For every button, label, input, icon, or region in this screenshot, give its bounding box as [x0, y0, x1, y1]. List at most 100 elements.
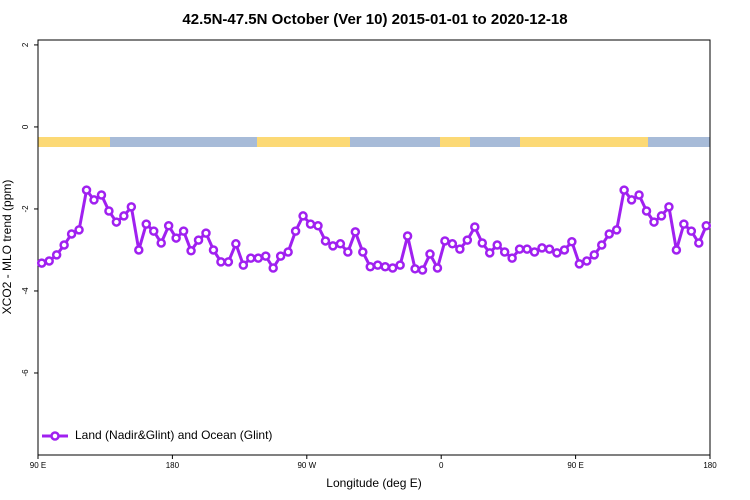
- data-point: [231, 239, 241, 249]
- data-point: [582, 256, 592, 266]
- data-point: [201, 228, 211, 238]
- data-point: [335, 239, 346, 249]
- data-point: [134, 245, 144, 255]
- data-point: [626, 195, 637, 205]
- y-tick-label: -6: [21, 369, 30, 377]
- data-point: [462, 235, 473, 245]
- x-tick-label: 90 E: [567, 461, 583, 470]
- legend-marker: [50, 431, 60, 441]
- data-point: [328, 241, 338, 251]
- data-point: [313, 221, 323, 231]
- data-point: [671, 245, 682, 255]
- data-point: [51, 250, 62, 260]
- plot-frame: [37, 39, 711, 456]
- data-point: [641, 206, 652, 216]
- data-point: [544, 244, 555, 254]
- y-tick-label: -4: [21, 287, 30, 295]
- data-point: [96, 190, 107, 200]
- data-point: [611, 225, 622, 235]
- data-point: [649, 217, 659, 227]
- x-tick-label: 90 E: [30, 461, 46, 470]
- data-point: [559, 245, 570, 255]
- data-point: [507, 253, 517, 263]
- data-point: [679, 219, 689, 229]
- data-point: [455, 244, 465, 254]
- data-point: [126, 202, 137, 212]
- data-point: [253, 253, 264, 263]
- data-point: [499, 247, 510, 257]
- data-point: [514, 244, 525, 254]
- data-point: [74, 225, 84, 235]
- data-point: [178, 226, 189, 236]
- data-point: [290, 226, 301, 236]
- data-point: [567, 237, 577, 247]
- data-point: [216, 257, 226, 267]
- data-point: [410, 264, 420, 274]
- data-point: [358, 247, 368, 257]
- data-point: [320, 236, 331, 246]
- data-point: [156, 238, 166, 248]
- data-point: [492, 240, 502, 250]
- data-point: [350, 227, 361, 237]
- data-point: [402, 231, 413, 241]
- y-axis-label: XCO2 - MLO trend (ppm): [0, 180, 14, 315]
- data-point: [365, 262, 376, 272]
- data-point: [104, 206, 114, 216]
- data-point: [589, 250, 600, 260]
- data-point: [305, 219, 316, 229]
- data-point: [343, 247, 353, 257]
- data-point: [238, 260, 249, 270]
- data-point: [380, 262, 390, 272]
- data-point: [440, 236, 450, 246]
- data-point: [193, 235, 204, 245]
- data-point: [432, 263, 443, 273]
- data-point: [425, 249, 435, 259]
- data-point: [477, 238, 488, 248]
- data-point: [66, 229, 77, 239]
- data-point: [223, 257, 234, 267]
- y-tick-label: 2: [21, 42, 30, 47]
- data-point: [59, 240, 69, 250]
- x-axis-label: Longitude (deg E): [326, 476, 421, 490]
- land-ocean-band: [38, 137, 710, 147]
- data-point: [686, 226, 697, 236]
- data-point: [141, 219, 152, 229]
- data-point: [208, 245, 219, 255]
- data-point: [552, 248, 562, 258]
- data-point: [275, 251, 286, 261]
- data-point: [701, 221, 712, 231]
- legend-label: Land (Nadir&Glint) and Ocean (Glint): [75, 428, 272, 442]
- x-tick-label: 0: [439, 461, 444, 470]
- chart-title: 42.5N-47.5N October (Ver 10) 2015-01-01 …: [182, 11, 567, 28]
- data-point: [283, 247, 293, 257]
- data-point: [619, 185, 629, 195]
- data-point: [395, 260, 405, 270]
- x-tick-label: 180: [703, 461, 717, 470]
- data-point: [44, 256, 54, 266]
- data-point: [246, 253, 256, 263]
- data-point: [186, 246, 196, 256]
- data-point: [387, 263, 398, 273]
- data-point: [260, 251, 271, 261]
- data-point: [298, 211, 308, 221]
- data-point: [417, 265, 428, 275]
- data-point: [694, 238, 704, 248]
- y-tick-label: -2: [21, 205, 30, 213]
- data-point: [111, 217, 122, 227]
- data-point: [268, 263, 278, 273]
- data-point: [522, 244, 532, 254]
- data-point: [119, 211, 129, 221]
- data-point: [484, 248, 495, 258]
- data-point: [89, 195, 99, 205]
- data-point: [529, 247, 540, 257]
- y-tick-label: 0: [21, 124, 30, 129]
- data-point: [372, 260, 383, 270]
- data-point: [664, 202, 674, 212]
- data-point: [634, 190, 644, 200]
- x-tick-label: 180: [166, 461, 180, 470]
- data-point: [171, 233, 181, 243]
- data-point: [596, 240, 607, 250]
- data-point: [537, 243, 547, 253]
- data-point: [447, 239, 458, 249]
